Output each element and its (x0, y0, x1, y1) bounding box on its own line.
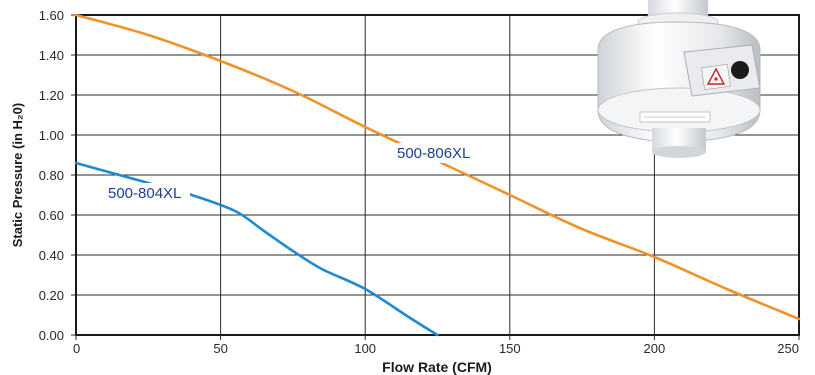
fan-cord-grommet (731, 61, 749, 79)
y-tick-label: 0.60 (39, 208, 64, 223)
series-label-bg (394, 143, 478, 163)
x-axis-ticks: 0 50 100 150 200 250 (73, 335, 800, 356)
y-tick-label: 0.20 (39, 288, 64, 303)
series-label-500-804xl: 500-804XL (108, 185, 181, 202)
fan-rim (597, 87, 761, 133)
x-tick-label: 100 (354, 341, 376, 356)
x-tick-label: 50 (213, 341, 227, 356)
x-axis-title: Flow Rate (CFM) (382, 359, 492, 375)
y-axis-ticks: 0.00 0.20 0.40 0.60 0.80 1.00 1.20 1.40 1.60 (39, 8, 76, 343)
gridlines (75, 14, 800, 336)
y-tick-label: 0.40 (39, 248, 64, 263)
y-tick-label: 1.20 (39, 88, 64, 103)
y-tick-label: 0.80 (39, 168, 64, 183)
fan-warning-label-icon (701, 63, 731, 91)
series-label-bg (106, 183, 190, 203)
y-tick-label: 1.60 (39, 8, 64, 23)
inline-fan-photo (597, 0, 761, 158)
y-tick-label: 1.00 (39, 128, 64, 143)
series-line-500-804xl (74, 161, 439, 337)
x-tick-label: 150 (499, 341, 521, 356)
x-tick-label: 200 (644, 341, 666, 356)
y-tick-label: 0.00 (39, 328, 64, 343)
x-tick-label: 0 (73, 341, 80, 356)
y-axis-title: Static Pressure (in H₂0) (10, 103, 25, 248)
y-tick-label: 1.40 (39, 48, 64, 63)
x-tick-label: 250 (777, 341, 799, 356)
series-label-500-806xl: 500-806XL (397, 145, 470, 162)
fan-bottom-ring (652, 146, 706, 158)
